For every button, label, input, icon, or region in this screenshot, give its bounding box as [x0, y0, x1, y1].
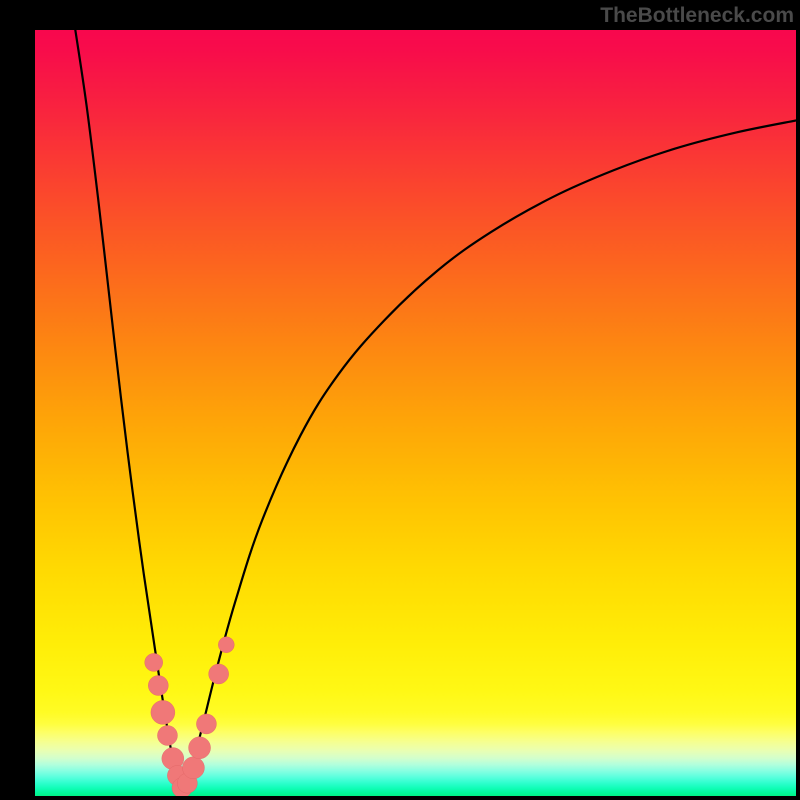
- watermark-text: TheBottleneck.com: [600, 4, 794, 28]
- plot-area: [33, 28, 797, 797]
- figure: TheBottleneck.com: [0, 0, 800, 800]
- background-gradient: [33, 28, 797, 797]
